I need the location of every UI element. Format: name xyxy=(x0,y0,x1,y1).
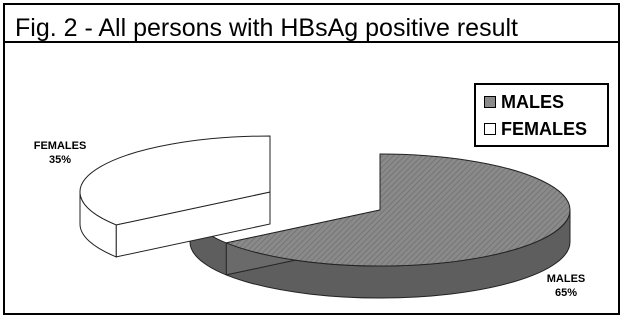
pie-slice-males xyxy=(224,153,571,267)
legend-item-females: FEMALES xyxy=(484,118,587,140)
pie-slice-females xyxy=(79,135,271,226)
slice-label-females: FEMALES 35% xyxy=(24,139,96,167)
title-box: Fig. 2 - All persons with HBsAg positive… xyxy=(3,3,620,43)
legend-item-males: MALES xyxy=(484,91,564,113)
slice-label-females-name: FEMALES xyxy=(33,140,87,152)
legend-swatch-males xyxy=(484,96,496,108)
legend-label-males: MALES xyxy=(501,91,564,112)
legend: MALES FEMALES xyxy=(474,83,609,147)
chart-title: Fig. 2 - All persons with HBsAg positive… xyxy=(15,14,518,42)
slice-label-females-value: 35% xyxy=(48,154,72,166)
legend-label-females: FEMALES xyxy=(501,118,588,139)
slice-label-males-name: MALES xyxy=(546,273,586,285)
slice-label-males-value: 65% xyxy=(554,287,578,299)
legend-swatch-females xyxy=(484,123,496,135)
slice-label-males: MALES 65% xyxy=(534,272,598,300)
